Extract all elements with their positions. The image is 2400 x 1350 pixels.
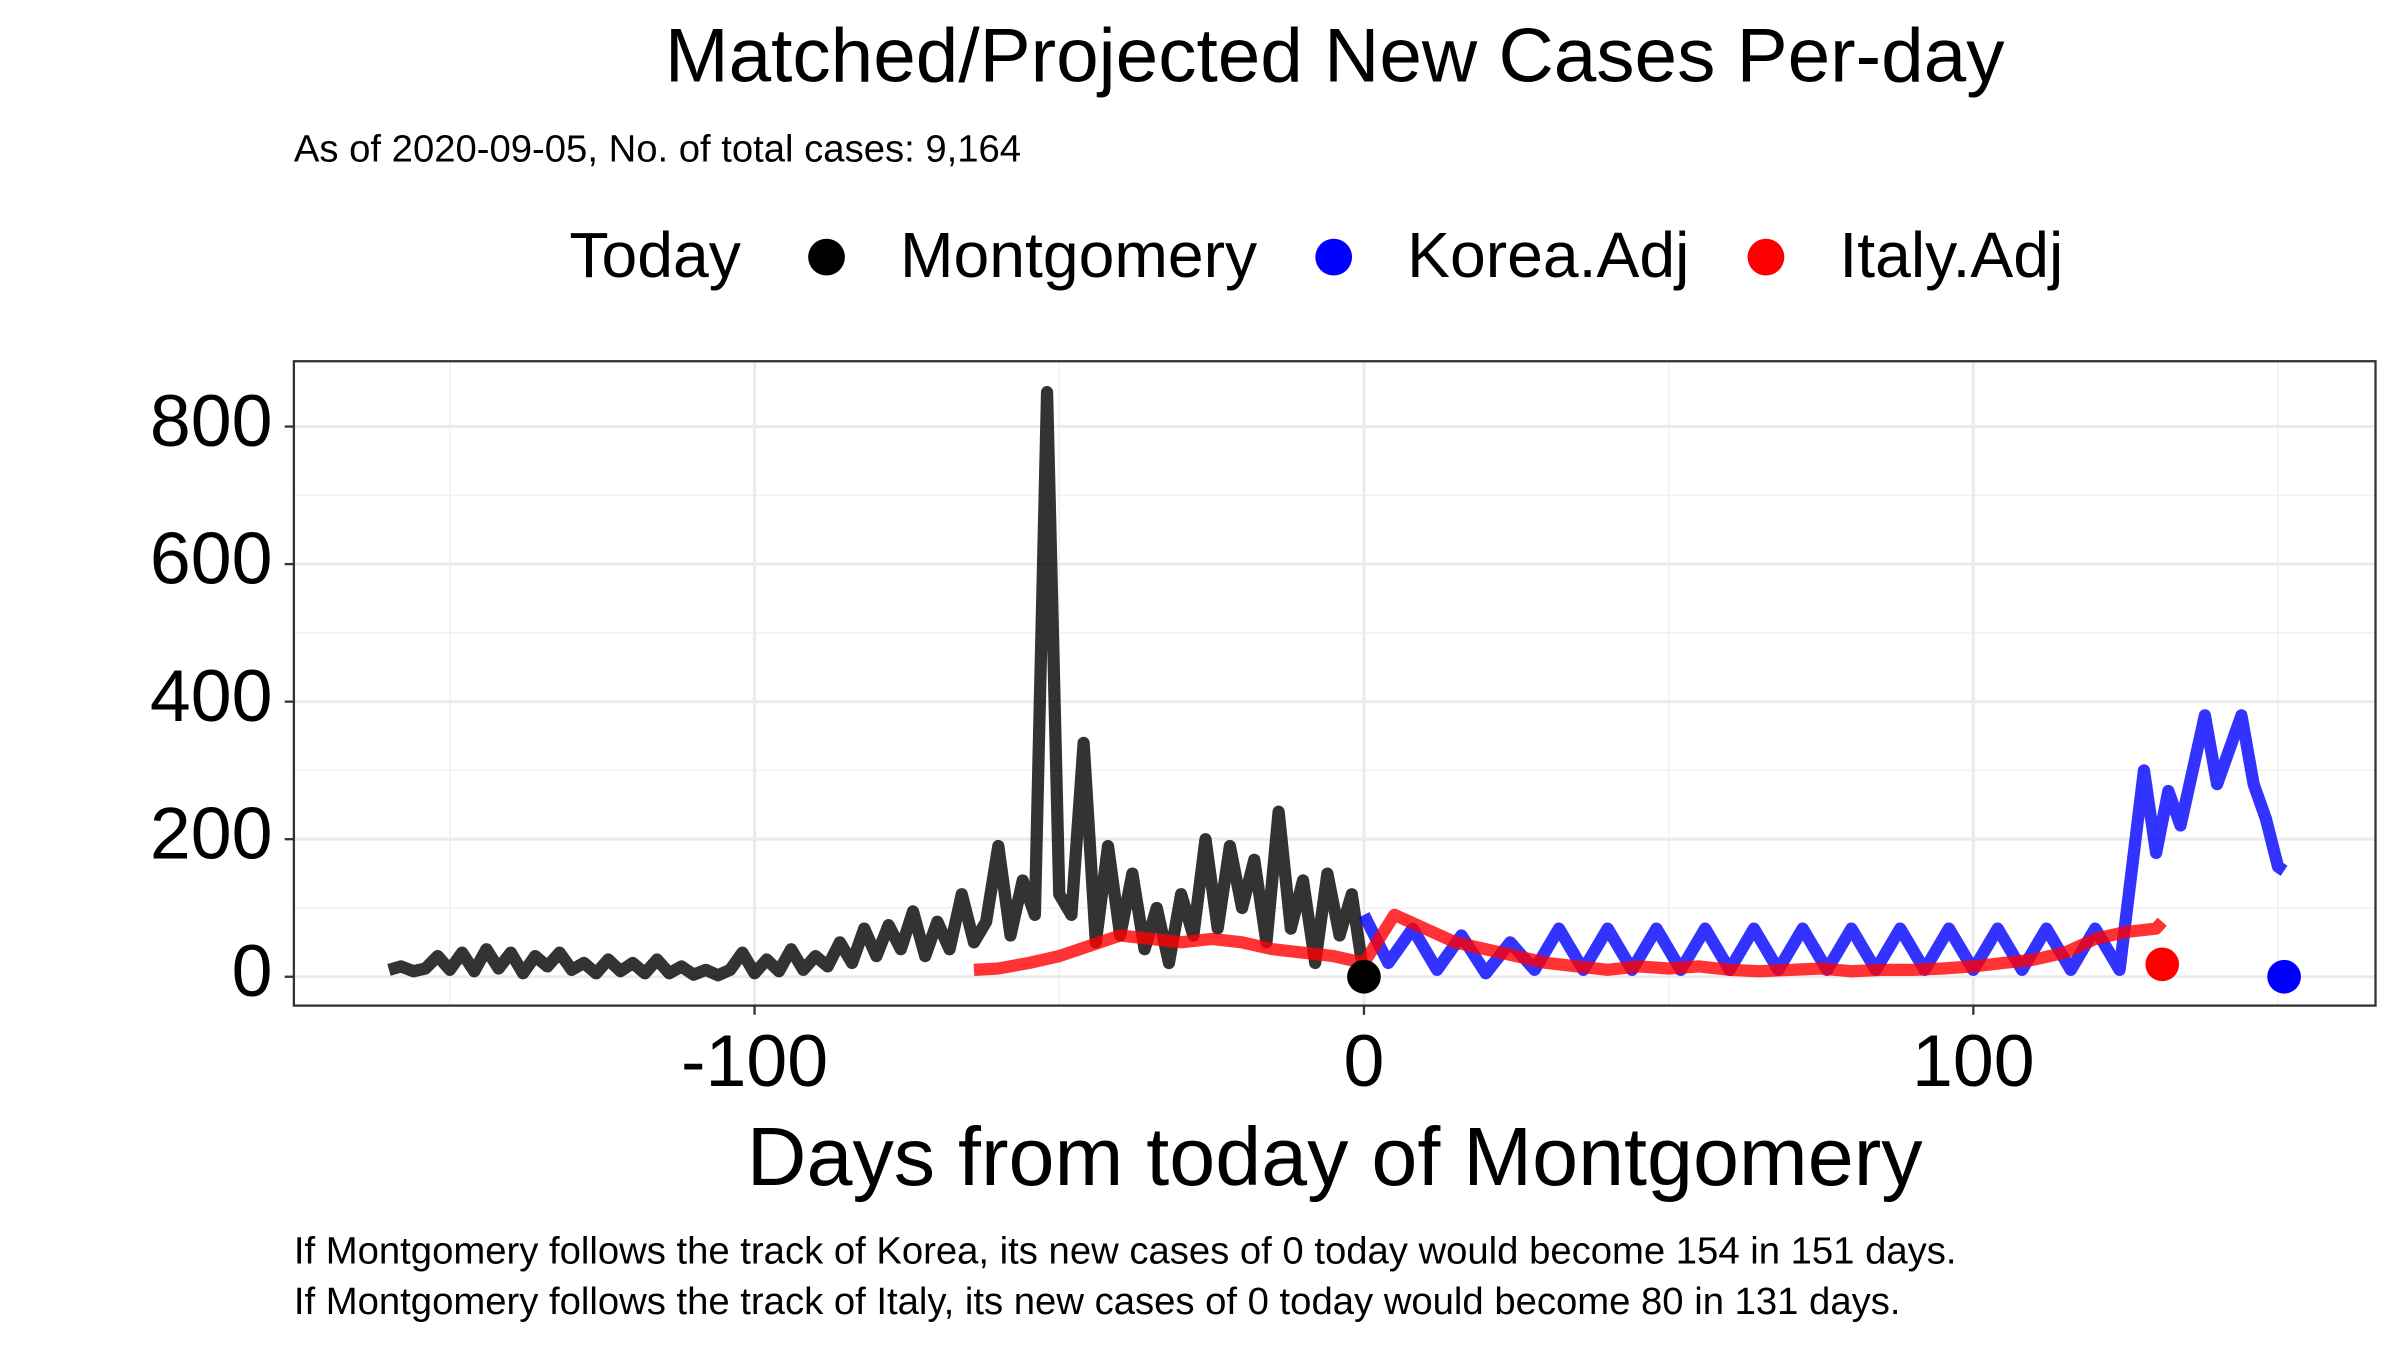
x-tick-label: 100 [1912, 1019, 2035, 1102]
x-tick-label: -100 [681, 1019, 828, 1102]
y-tick-label: 800 [150, 379, 273, 462]
today-point [1347, 959, 1381, 994]
note: If Montgomery follows the track of Korea… [294, 1230, 1957, 1273]
x-axis-title: Days from today of Montgomery [747, 1110, 1923, 1203]
chart-title: Matched/Projected New Cases Per-day [665, 13, 2005, 98]
legend-title: Today [569, 219, 741, 291]
legend-label: Montgomery [900, 219, 1257, 291]
legend-label: Italy.Adj [1839, 219, 2063, 291]
legend-marker [808, 238, 845, 276]
plot-border [292, 360, 2377, 1007]
y-tick-label: 600 [150, 517, 273, 600]
legend-marker [1315, 238, 1353, 276]
today-point [2145, 947, 2180, 982]
today-point [2267, 959, 2301, 994]
y-tick-label: 0 [232, 929, 273, 1012]
note: If Montgomery follows the track of Italy… [294, 1280, 1901, 1323]
series-line [387, 386, 1371, 982]
legend-label: Korea.Adj [1407, 219, 1689, 291]
chart-subtitle: As of 2020-09-05, No. of total cases: 9,… [294, 128, 1021, 171]
y-tick-label: 200 [150, 792, 273, 875]
x-tick-label: 0 [1344, 1019, 1385, 1102]
series-line [973, 908, 2167, 978]
legend-marker [1747, 238, 1785, 276]
y-tick-label: 400 [150, 654, 273, 737]
